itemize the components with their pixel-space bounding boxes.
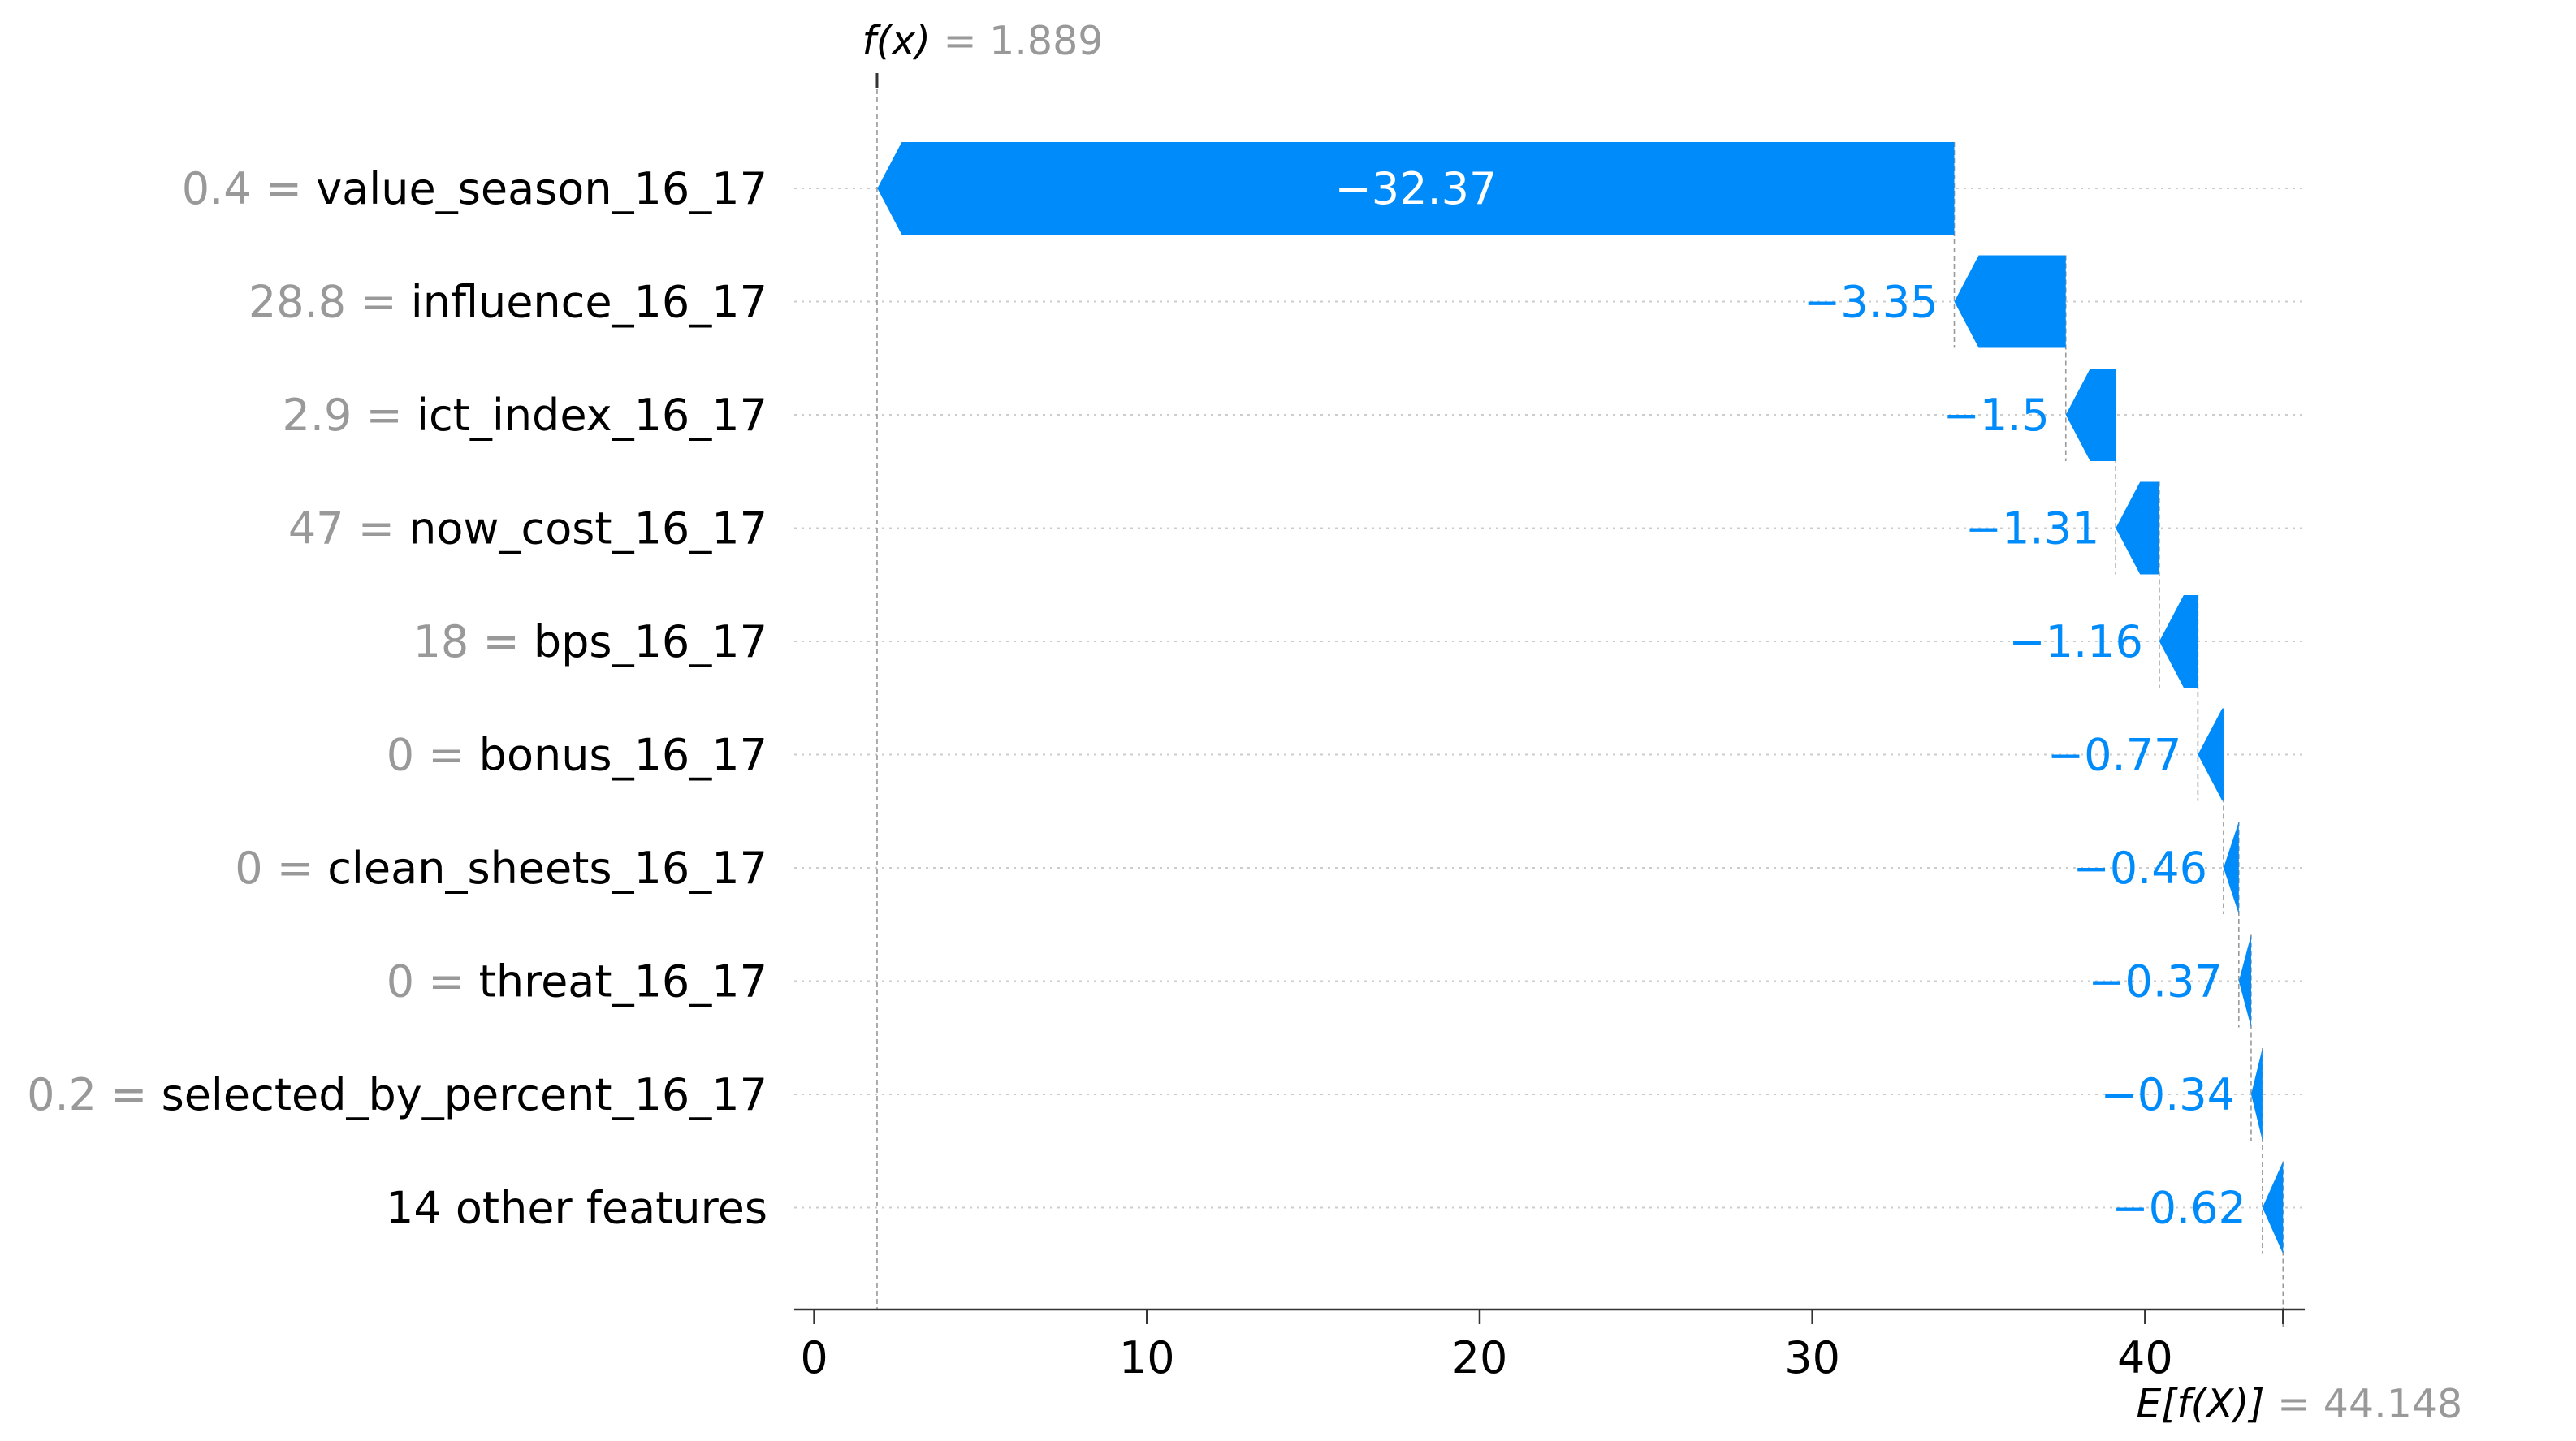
bar-14-other-features — [2262, 1161, 2284, 1254]
feature-label: 28.8 = influence_16_17 — [249, 276, 767, 327]
bar-value-label: −3.35 — [1804, 276, 1938, 327]
x-tick-label: 0 — [800, 1332, 828, 1383]
bar-value-label: −0.46 — [2072, 843, 2206, 894]
bar-value-label: −0.34 — [2100, 1069, 2234, 1120]
x-tick-label: 30 — [1784, 1332, 1840, 1383]
bar-ict-index-16-17 — [2065, 369, 2116, 461]
feature-name: threat_16_17 — [479, 956, 767, 1007]
feature-name: 14 other features — [386, 1182, 767, 1233]
bar-bonus-16-17 — [2198, 708, 2224, 801]
feature-label: 0 = threat_16_17 — [387, 956, 767, 1007]
base-value-label: E[f(X)] = 44.148 — [2136, 1381, 2462, 1427]
base-value-number: = 44.148 — [2265, 1381, 2463, 1427]
bar-value-label: −32.37 — [1335, 163, 1498, 214]
feature-value: 0 = — [387, 729, 479, 780]
feature-name: value_season_16_17 — [316, 163, 767, 214]
output-value-number: = 1.889 — [931, 18, 1104, 64]
feature-value: 0.2 = — [27, 1069, 161, 1120]
feature-name: ict_index_16_17 — [417, 390, 767, 441]
feature-name: bps_16_17 — [534, 616, 767, 667]
feature-label: 0.4 = value_season_16_17 — [182, 163, 767, 214]
feature-value: 28.8 = — [249, 276, 411, 327]
bar-value-label: −1.5 — [1943, 390, 2050, 441]
x-tick-label: 20 — [1452, 1332, 1508, 1383]
feature-label: 0.2 = selected_by_percent_16_17 — [27, 1069, 767, 1120]
feature-value: 18 = — [413, 616, 534, 667]
feature-value: 2.9 = — [283, 390, 417, 441]
bar-threat-16-17 — [2238, 934, 2251, 1028]
bar-value-season-16-17 — [877, 142, 1955, 235]
base-value-name: E[f(X)] — [2136, 1381, 2264, 1427]
feature-name: influence_16_17 — [411, 276, 767, 327]
x-tick-label: 40 — [2117, 1332, 2173, 1383]
bar-clean-sheets-16-17 — [2223, 822, 2239, 914]
x-tick-label: 10 — [1119, 1332, 1175, 1383]
bar-selected-by-percent-16-17 — [2250, 1048, 2263, 1141]
feature-value: 0 = — [235, 843, 327, 894]
feature-name: now_cost_16_17 — [408, 503, 767, 554]
bar-value-label: −0.37 — [2088, 956, 2222, 1007]
feature-label: 0 = bonus_16_17 — [387, 729, 767, 780]
output-value-label: f(x) = 1.889 — [862, 18, 1103, 64]
bar-value-label: −0.62 — [2111, 1182, 2245, 1233]
feature-label: 2.9 = ict_index_16_17 — [283, 390, 768, 441]
feature-name: bonus_16_17 — [479, 729, 767, 780]
bar-bps-16-17 — [2159, 595, 2198, 688]
output-value-name: f(x) — [862, 18, 930, 64]
feature-label: 14 other features — [386, 1182, 767, 1233]
feature-label: 47 = now_cost_16_17 — [288, 503, 767, 554]
bar-now-cost-16-17 — [2116, 481, 2159, 575]
bar-value-label: −0.77 — [2047, 729, 2181, 780]
feature-value: 47 = — [288, 503, 408, 554]
bar-value-label: −1.31 — [1965, 503, 2099, 554]
feature-name: clean_sheets_16_17 — [327, 843, 767, 894]
feature-value: 0.4 = — [182, 163, 316, 214]
bar-value-label: −1.16 — [2008, 616, 2142, 667]
feature-name: selected_by_percent_16_17 — [162, 1069, 767, 1120]
feature-label: 18 = bps_16_17 — [413, 616, 767, 667]
bar-influence-16-17 — [1954, 255, 2066, 348]
feature-label: 0 = clean_sheets_16_17 — [235, 843, 767, 894]
feature-value: 0 = — [387, 956, 479, 1007]
